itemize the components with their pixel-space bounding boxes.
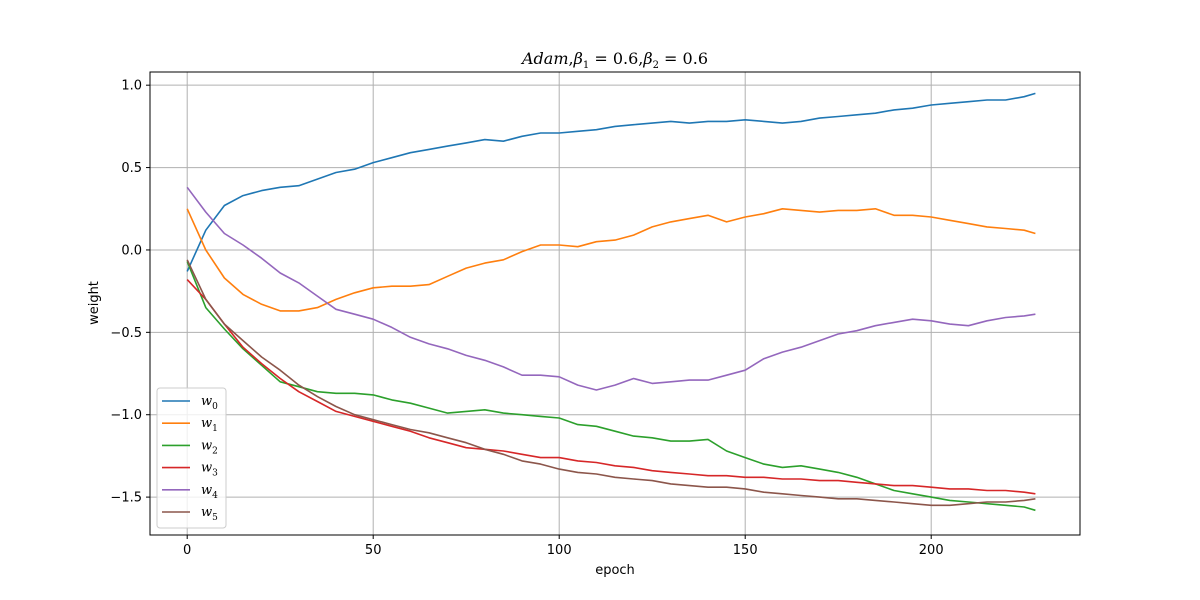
x-tick-label: 0 — [183, 543, 191, 558]
plot-frame — [149, 71, 1081, 536]
series-line-w3 — [186, 279, 1036, 495]
y-tick-label: 1.0 — [121, 79, 142, 94]
x-axis-label: epoch — [595, 563, 635, 578]
x-tick-label: 150 — [733, 543, 758, 558]
y-tick-label: −1.0 — [110, 408, 142, 423]
chart-title: Adam,β1 = 0.6,β2 = 0.6 — [520, 49, 708, 71]
y-tick-label: 0.5 — [121, 161, 142, 176]
y-tick-label: 0.0 — [121, 243, 142, 258]
y-axis-ticks: 1.0 0.5 0.0 −0.5 −1.0 −1.5 — [110, 79, 150, 506]
y-tick-label: −1.5 — [110, 491, 142, 506]
series-line-w5 — [186, 259, 1036, 507]
series-line-w4 — [186, 186, 1036, 391]
series-line-w0 — [186, 92, 1036, 272]
series-line-w1 — [186, 208, 1036, 312]
x-tick-label: 100 — [547, 543, 572, 558]
series-line-w2 — [186, 261, 1036, 512]
series-lines — [186, 92, 1036, 512]
x-tick-label: 200 — [919, 543, 944, 558]
y-tick-label: −0.5 — [110, 326, 142, 341]
x-tick-label: 50 — [365, 543, 382, 558]
y-axis-label: weight — [87, 281, 102, 325]
grid — [150, 72, 1080, 535]
x-axis-ticks: 0 50 100 150 200 — [183, 535, 944, 558]
